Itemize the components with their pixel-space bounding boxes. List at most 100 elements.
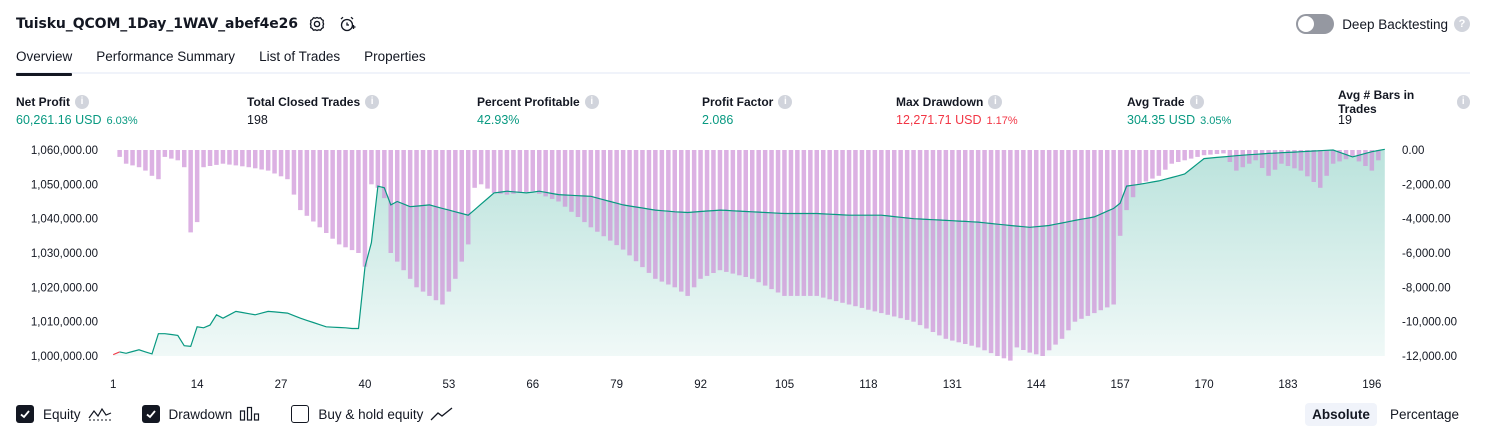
equity-line-start	[112, 351, 120, 356]
stat-label: Net Profit	[16, 94, 70, 109]
drawdown-bar	[608, 150, 613, 241]
drawdown-bar	[666, 150, 671, 285]
drawdown-bar	[1169, 150, 1174, 164]
drawdown-bar	[930, 150, 936, 332]
drawdown-bar	[1143, 150, 1149, 182]
stat-value: 60,261.16 USD	[16, 113, 102, 127]
stat-label: Avg # Bars in Trades	[1338, 87, 1415, 116]
legend-equity[interactable]: Equity	[16, 405, 112, 423]
drawdown-bar	[543, 150, 548, 197]
drawdown-bar	[750, 150, 755, 279]
drawdown-bar	[298, 150, 303, 211]
drawdown-checkbox[interactable]	[141, 405, 160, 423]
tab-list-of-trades[interactable]: List of Trades	[259, 49, 341, 64]
drawdown-bar	[1092, 150, 1097, 314]
alarm-add-icon[interactable]	[336, 13, 358, 35]
drawdown-bar	[117, 150, 122, 157]
strategy-header: Tuisku_QCOM_1Day_1WAV_abef4e26	[16, 13, 358, 35]
info-icon[interactable]: i	[1456, 94, 1470, 109]
drawdown-bar	[130, 150, 135, 166]
gear-icon[interactable]	[306, 13, 328, 35]
drawdown-bar	[1124, 150, 1129, 211]
info-icon[interactable]: i	[988, 94, 1003, 109]
drawdown-bar	[420, 150, 426, 292]
drawdown-bar	[1272, 150, 1278, 170]
drawdown-bar	[730, 150, 736, 274]
drawdown-bar	[614, 150, 619, 246]
x-tick-label: 66	[526, 379, 539, 391]
equity-drawdown-chart[interactable]: 1,060,000.00 1,050,000.00 1,040,000.00 1,03…	[0, 140, 1486, 398]
drawdown-bar	[711, 150, 716, 273]
drawdown-bar	[472, 150, 477, 188]
drawdown-bar	[1298, 150, 1304, 171]
right-tick-label: -4,000.00	[1402, 214, 1451, 226]
right-tick-label: -12,000.00	[1402, 351, 1457, 363]
info-icon[interactable]: i	[75, 94, 89, 109]
drawdown-bar	[795, 150, 800, 296]
line-trend-icon	[430, 406, 454, 422]
drawdown-bar	[769, 150, 774, 290]
drawdown-bar	[892, 150, 897, 317]
left-tick-label: 1,010,000.00	[31, 317, 98, 329]
drawdown-bar	[1059, 150, 1065, 339]
tab-properties[interactable]: Properties	[364, 49, 426, 64]
help-icon[interactable]: ?	[1454, 16, 1470, 32]
drawdown-bars	[117, 150, 1381, 361]
info-icon[interactable]: i	[584, 94, 599, 109]
drawdown-bar	[194, 150, 200, 223]
drawdown-bar	[1027, 150, 1032, 353]
stat-percent: 3.05%	[1200, 115, 1232, 127]
x-tick-label: 144	[1027, 379, 1047, 391]
mode-percentage-button[interactable]: Percentage	[1389, 406, 1459, 422]
tab-performance-summary[interactable]: Performance Summary	[96, 49, 236, 64]
drawdown-bar	[1324, 150, 1329, 176]
drawdown-bar	[943, 150, 949, 339]
x-tick-label: 118	[859, 379, 877, 391]
drawdown-bar	[498, 150, 503, 194]
drawdown-bar	[562, 150, 568, 207]
stat-percent-profitable: Percent Profitable i 42.93%	[477, 94, 599, 127]
drawdown-bar	[407, 150, 413, 279]
drawdown-bar	[840, 150, 845, 303]
left-tick-label: 1,030,000.00	[31, 248, 98, 260]
drawdown-bar	[1305, 150, 1310, 177]
buy-hold-checkbox[interactable]	[291, 405, 310, 423]
x-axis: 1 14 27 40 53 66 79 92 105 118 131 144 157 170 183 196	[110, 379, 1381, 391]
scale-mode-switch: Absolute Percentage	[1299, 401, 1466, 427]
stat-total-closed-trades: Total Closed Trades i 198	[247, 94, 380, 127]
drawdown-bar	[1066, 150, 1071, 331]
left-tick-label: 1,050,000.00	[31, 179, 98, 191]
legend-buy-hold[interactable]: Buy & hold equity	[291, 405, 454, 423]
stat-avg-trade: Avg Trade i 304.35 USD 3.05%	[1127, 94, 1231, 127]
drawdown-bar	[1188, 150, 1194, 159]
info-icon[interactable]: i	[365, 94, 380, 109]
drawdown-bar	[950, 150, 955, 341]
drawdown-bar	[1182, 150, 1187, 161]
left-tick-label: 1,020,000.00	[31, 282, 98, 294]
drawdown-bar	[388, 150, 393, 253]
mode-absolute-button[interactable]: Absolute	[1305, 402, 1377, 426]
drawdown-bar	[588, 150, 594, 228]
drawdown-bar	[459, 150, 464, 262]
drawdown-bar	[382, 150, 387, 199]
drawdown-bar	[395, 150, 400, 262]
drawdown-bar	[1046, 150, 1052, 351]
drawdown-bar	[530, 150, 535, 192]
drawdown-bar	[446, 150, 452, 292]
equity-icon	[88, 406, 112, 422]
tab-overview[interactable]: Overview	[16, 46, 73, 76]
drawdown-bar	[1008, 150, 1013, 361]
drawdown-bar	[788, 150, 794, 296]
drawdown-bar	[272, 150, 277, 174]
info-icon[interactable]: i	[778, 94, 793, 109]
legend-drawdown[interactable]: Drawdown	[141, 405, 262, 423]
drawdown-bar	[601, 150, 606, 237]
equity-checkbox[interactable]	[16, 405, 34, 423]
deep-backtesting-toggle[interactable]	[1296, 14, 1335, 34]
drawdown-bar	[1285, 150, 1291, 166]
drawdown-bar	[1021, 150, 1026, 350]
drawdown-bar	[575, 150, 581, 217]
info-icon[interactable]: i	[1189, 94, 1204, 109]
x-tick-label: 40	[359, 379, 372, 391]
drawdown-bar	[485, 150, 490, 189]
